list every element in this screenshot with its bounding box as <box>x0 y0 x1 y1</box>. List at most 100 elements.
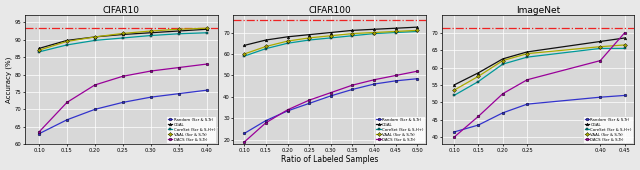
CGAL <box>119 33 127 36</box>
CGAL <box>147 32 154 34</box>
CoreSet (Scr & S-H+) <box>147 35 154 37</box>
Random (Scr & S-Tr) <box>392 80 399 82</box>
CoreSet (Scr & S-H+) <box>450 94 458 96</box>
DACS (Scr & S-Tr) <box>175 66 182 69</box>
VAAL (Scr & S-Tr) <box>63 40 71 42</box>
CoreSet (Scr & S-H+) <box>524 56 531 58</box>
Title: CIFAR10: CIFAR10 <box>103 6 140 15</box>
X-axis label: Ratio of Labeled Samples: Ratio of Labeled Samples <box>281 155 378 164</box>
CoreSet (Scr & S-H+) <box>621 47 628 49</box>
Line: CGAL: CGAL <box>243 26 419 47</box>
DACS (Scr & S-Tr) <box>475 115 483 117</box>
VAAL (Scr & S-Tr) <box>262 45 269 47</box>
CGAL <box>284 36 291 38</box>
CGAL <box>450 84 458 86</box>
Line: CGAL: CGAL <box>38 28 208 50</box>
CoreSet (Scr & S-H+) <box>499 63 507 65</box>
Title: ImageNet: ImageNet <box>516 6 560 15</box>
CGAL <box>524 51 531 53</box>
Random (Scr & S-Tr) <box>596 96 604 98</box>
Random (Scr & S-Tr) <box>119 101 127 103</box>
VAAL (Scr & S-Tr) <box>392 30 399 32</box>
VAAL (Scr & S-Tr) <box>327 35 335 37</box>
Line: CoreSet (Scr & S-H+): CoreSet (Scr & S-H+) <box>38 31 208 53</box>
Title: CIFAR100: CIFAR100 <box>308 6 351 15</box>
CGAL <box>262 39 269 41</box>
CoreSet (Scr & S-H+) <box>63 44 71 46</box>
CGAL <box>499 58 507 60</box>
DACS (Scr & S-Tr) <box>413 70 421 72</box>
Random (Scr & S-Tr) <box>305 102 313 104</box>
VAAL (Scr & S-Tr) <box>524 53 531 55</box>
VAAL (Scr & S-Tr) <box>499 60 507 62</box>
VAAL (Scr & S-Tr) <box>119 32 127 35</box>
Random (Scr & S-Tr) <box>175 93 182 95</box>
VAAL (Scr & S-Tr) <box>175 28 182 30</box>
Random (Scr & S-Tr) <box>524 103 531 105</box>
Line: DACS (Scr & S-Tr): DACS (Scr & S-Tr) <box>243 70 419 143</box>
CGAL <box>241 44 248 46</box>
VAAL (Scr & S-Tr) <box>371 31 378 33</box>
Random (Scr & S-Tr) <box>621 94 628 96</box>
CoreSet (Scr & S-H+) <box>91 39 99 41</box>
DACS (Scr & S-Tr) <box>524 79 531 81</box>
VAAL (Scr & S-Tr) <box>35 49 43 51</box>
CGAL <box>35 47 43 49</box>
Random (Scr & S-Tr) <box>371 83 378 85</box>
CGAL <box>175 30 182 32</box>
DACS (Scr & S-Tr) <box>499 93 507 95</box>
VAAL (Scr & S-Tr) <box>203 27 211 29</box>
DACS (Scr & S-Tr) <box>63 101 71 103</box>
Random (Scr & S-Tr) <box>413 78 421 80</box>
DACS (Scr & S-Tr) <box>119 75 127 77</box>
CoreSet (Scr & S-H+) <box>596 47 604 49</box>
DACS (Scr & S-Tr) <box>262 122 269 124</box>
Line: Random (Scr & S-Tr): Random (Scr & S-Tr) <box>243 77 419 135</box>
Random (Scr & S-Tr) <box>35 133 43 135</box>
Legend: Random (Scr & S-Tr), CGAL, CoreSet (Scr & S-H+), VAAL (Scr & S-Tr), DACS (Scr & : Random (Scr & S-Tr), CGAL, CoreSet (Scr … <box>166 116 216 143</box>
CoreSet (Scr & S-H+) <box>35 51 43 53</box>
Line: Random (Scr & S-Tr): Random (Scr & S-Tr) <box>38 89 208 135</box>
Line: CoreSet (Scr & S-H+): CoreSet (Scr & S-H+) <box>452 47 626 97</box>
Line: DACS (Scr & S-Tr): DACS (Scr & S-Tr) <box>38 63 208 133</box>
CGAL <box>305 34 313 36</box>
Random (Scr & S-Tr) <box>499 112 507 114</box>
Line: VAAL (Scr & S-Tr): VAAL (Scr & S-Tr) <box>38 27 208 52</box>
Random (Scr & S-Tr) <box>327 95 335 97</box>
CoreSet (Scr & S-H+) <box>241 55 248 57</box>
CoreSet (Scr & S-H+) <box>175 33 182 35</box>
Y-axis label: Accuracy (%): Accuracy (%) <box>6 57 12 103</box>
DACS (Scr & S-Tr) <box>35 131 43 133</box>
CoreSet (Scr & S-H+) <box>119 37 127 39</box>
CoreSet (Scr & S-H+) <box>262 48 269 50</box>
DACS (Scr & S-Tr) <box>371 79 378 81</box>
VAAL (Scr & S-Tr) <box>241 53 248 55</box>
Random (Scr & S-Tr) <box>91 108 99 110</box>
Random (Scr & S-Tr) <box>63 119 71 121</box>
CoreSet (Scr & S-H+) <box>475 80 483 82</box>
DACS (Scr & S-Tr) <box>392 74 399 76</box>
Random (Scr & S-Tr) <box>284 110 291 112</box>
CGAL <box>63 39 71 41</box>
Random (Scr & S-Tr) <box>203 89 211 91</box>
DACS (Scr & S-Tr) <box>450 136 458 138</box>
Legend: Random (Scr & S-Tr), CGAL, CoreSet (Scr & S-H+), VAAL (Scr & S-Tr), DACS (Scr & : Random (Scr & S-Tr), CGAL, CoreSet (Scr … <box>583 116 633 143</box>
CGAL <box>475 72 483 74</box>
Line: DACS (Scr & S-Tr): DACS (Scr & S-Tr) <box>452 31 626 139</box>
CGAL <box>349 29 356 31</box>
VAAL (Scr & S-Tr) <box>284 40 291 42</box>
CGAL <box>371 28 378 30</box>
CGAL <box>327 31 335 33</box>
CoreSet (Scr & S-H+) <box>327 37 335 39</box>
CoreSet (Scr & S-H+) <box>371 33 378 35</box>
VAAL (Scr & S-Tr) <box>621 44 628 46</box>
CGAL <box>91 36 99 38</box>
VAAL (Scr & S-Tr) <box>475 75 483 77</box>
DACS (Scr & S-Tr) <box>327 92 335 94</box>
VAAL (Scr & S-Tr) <box>450 89 458 91</box>
CoreSet (Scr & S-H+) <box>305 39 313 41</box>
Random (Scr & S-Tr) <box>349 88 356 90</box>
CoreSet (Scr & S-H+) <box>349 35 356 37</box>
DACS (Scr & S-Tr) <box>147 70 154 72</box>
CoreSet (Scr & S-H+) <box>392 31 399 33</box>
